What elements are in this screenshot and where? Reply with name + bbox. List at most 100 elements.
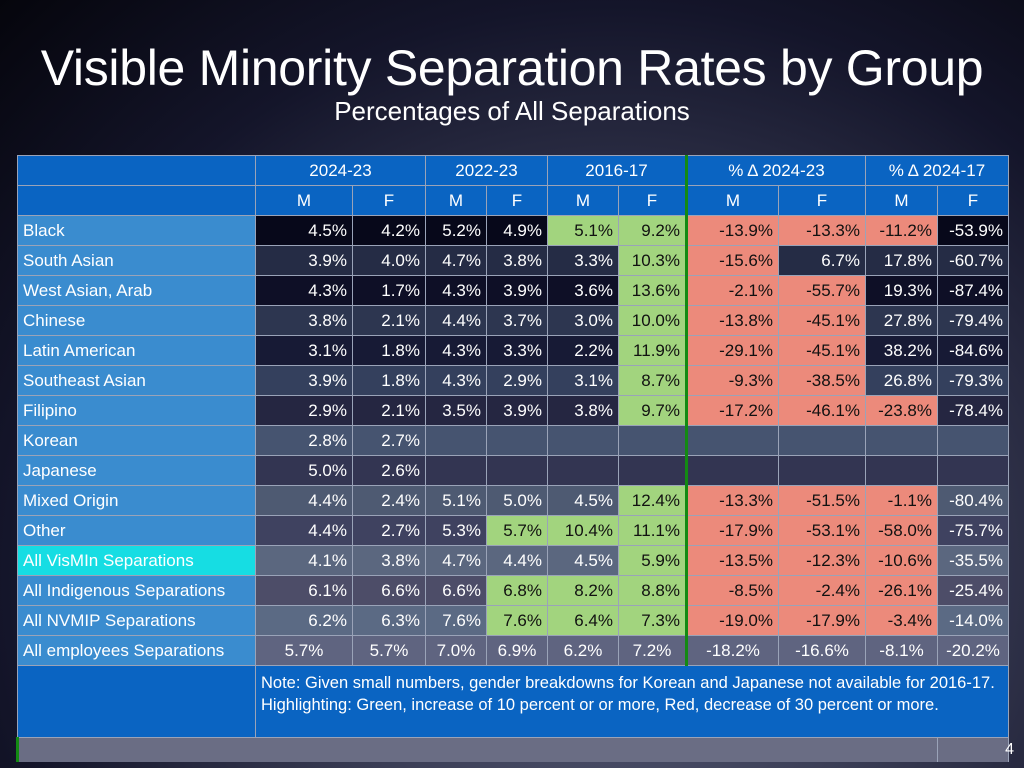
value-cell: -17.2% <box>685 395 779 426</box>
value-cell: 4.4% <box>255 515 353 546</box>
value-cell <box>685 455 779 486</box>
table-note: Note: Given small numbers, gender breakd… <box>255 665 1009 738</box>
value-cell: 4.4% <box>486 545 548 576</box>
value-cell <box>778 455 866 486</box>
value-cell: 2.9% <box>255 395 353 426</box>
header-blank-cell <box>17 155 256 186</box>
value-cell: -17.9% <box>778 605 866 636</box>
period-header: 2016-17 <box>547 155 687 186</box>
value-cell: -2.4% <box>778 575 866 606</box>
row-label: Latin American <box>17 335 256 366</box>
value-cell: -1.1% <box>865 485 938 516</box>
value-cell: 7.0% <box>425 635 487 666</box>
partial-cell <box>16 737 938 762</box>
value-cell <box>547 425 619 456</box>
value-cell: -60.7% <box>937 245 1009 276</box>
value-cell: 9.7% <box>618 395 687 426</box>
value-cell: 3.9% <box>255 365 353 396</box>
value-cell: 7.3% <box>618 605 687 636</box>
row-label: West Asian, Arab <box>17 275 256 306</box>
value-cell: 26.8% <box>865 365 938 396</box>
value-cell: 4.5% <box>255 215 353 246</box>
table-row: All employees Separations 5.7% 5.7% 7.0% 6.9… <box>17 635 1009 666</box>
value-cell <box>685 425 779 456</box>
value-cell: 5.7% <box>352 635 426 666</box>
value-cell: -25.4% <box>937 575 1009 606</box>
value-cell: -10.6% <box>865 545 938 576</box>
value-cell <box>618 425 687 456</box>
value-cell: 3.8% <box>486 245 548 276</box>
value-cell: 8.8% <box>618 575 687 606</box>
value-cell: 3.3% <box>547 245 619 276</box>
value-cell: -20.2% <box>937 635 1009 666</box>
value-cell: 19.3% <box>865 275 938 306</box>
value-cell: -13.5% <box>685 545 779 576</box>
value-cell: -17.9% <box>685 515 779 546</box>
value-cell: 11.1% <box>618 515 687 546</box>
partial-row <box>16 737 1009 762</box>
value-cell: 2.8% <box>255 425 353 456</box>
value-cell: 1.7% <box>352 275 426 306</box>
row-label: Korean <box>17 425 256 456</box>
period-header: % Δ 2024-23 <box>685 155 866 186</box>
value-cell: -55.7% <box>778 275 866 306</box>
value-cell: -45.1% <box>778 305 866 336</box>
partial-cell <box>937 737 1009 762</box>
value-cell: 7.2% <box>618 635 687 666</box>
value-cell: 4.5% <box>547 485 619 516</box>
value-cell: 2.1% <box>352 305 426 336</box>
period-header-row: 2024-23 2022-23 2016-17 % Δ 2024-23 % Δ … <box>17 155 1009 186</box>
value-cell: 2.7% <box>352 515 426 546</box>
value-cell: -51.5% <box>778 485 866 516</box>
value-cell: -16.6% <box>778 635 866 666</box>
value-cell: 3.1% <box>547 365 619 396</box>
value-cell: 7.6% <box>425 605 487 636</box>
row-label: All Indigenous Separations <box>17 575 256 606</box>
note-blank-cell <box>17 665 256 738</box>
value-cell: 5.7% <box>255 635 353 666</box>
value-cell: 4.1% <box>255 545 353 576</box>
value-cell: 1.8% <box>352 335 426 366</box>
value-cell: -18.2% <box>685 635 779 666</box>
value-cell: 6.6% <box>352 575 426 606</box>
value-cell: 4.2% <box>352 215 426 246</box>
value-cell: 27.8% <box>865 305 938 336</box>
table-row: Other 4.4% 2.7% 5.3% 5.7% 10.4% 11.1% -17.9% -53… <box>17 515 1009 546</box>
gender-header: M <box>255 185 353 216</box>
value-cell: 3.9% <box>255 245 353 276</box>
value-cell: 17.8% <box>865 245 938 276</box>
value-cell: -26.1% <box>865 575 938 606</box>
value-cell: 4.9% <box>486 215 548 246</box>
value-cell: 5.9% <box>618 545 687 576</box>
value-cell: 9.2% <box>618 215 687 246</box>
value-cell: -13.3% <box>778 215 866 246</box>
value-cell: 5.0% <box>486 485 548 516</box>
row-label: Japanese <box>17 455 256 486</box>
value-cell: 7.6% <box>486 605 548 636</box>
value-cell: -12.3% <box>778 545 866 576</box>
value-cell: 4.5% <box>547 545 619 576</box>
value-cell: 6.1% <box>255 575 353 606</box>
value-cell: 6.3% <box>352 605 426 636</box>
value-cell: 10.0% <box>618 305 687 336</box>
gender-header: M <box>547 185 619 216</box>
value-cell: -45.1% <box>778 335 866 366</box>
value-cell <box>486 425 548 456</box>
row-label: South Asian <box>17 245 256 276</box>
value-cell: 4.3% <box>425 335 487 366</box>
table-row: Korean 2.8% 2.7% <box>17 425 1009 456</box>
table-row: All Indigenous Separations 6.1% 6.6% 6.6% 6.… <box>17 575 1009 606</box>
value-cell: -80.4% <box>937 485 1009 516</box>
note-row: Note: Given small numbers, gender breakd… <box>17 665 1009 738</box>
value-cell: 4.0% <box>352 245 426 276</box>
value-cell: 5.1% <box>425 485 487 516</box>
value-cell: -78.4% <box>937 395 1009 426</box>
value-cell: -8.5% <box>685 575 779 606</box>
value-cell: -53.1% <box>778 515 866 546</box>
row-label: Southeast Asian <box>17 365 256 396</box>
row-label: Black <box>17 215 256 246</box>
table-row: All NVMIP Separations 6.2% 6.3% 7.6% 7.6% 6.4… <box>17 605 1009 636</box>
gender-header-row: M F M F M F M F M F <box>17 185 1009 216</box>
value-cell: -2.1% <box>685 275 779 306</box>
gender-header: F <box>618 185 687 216</box>
